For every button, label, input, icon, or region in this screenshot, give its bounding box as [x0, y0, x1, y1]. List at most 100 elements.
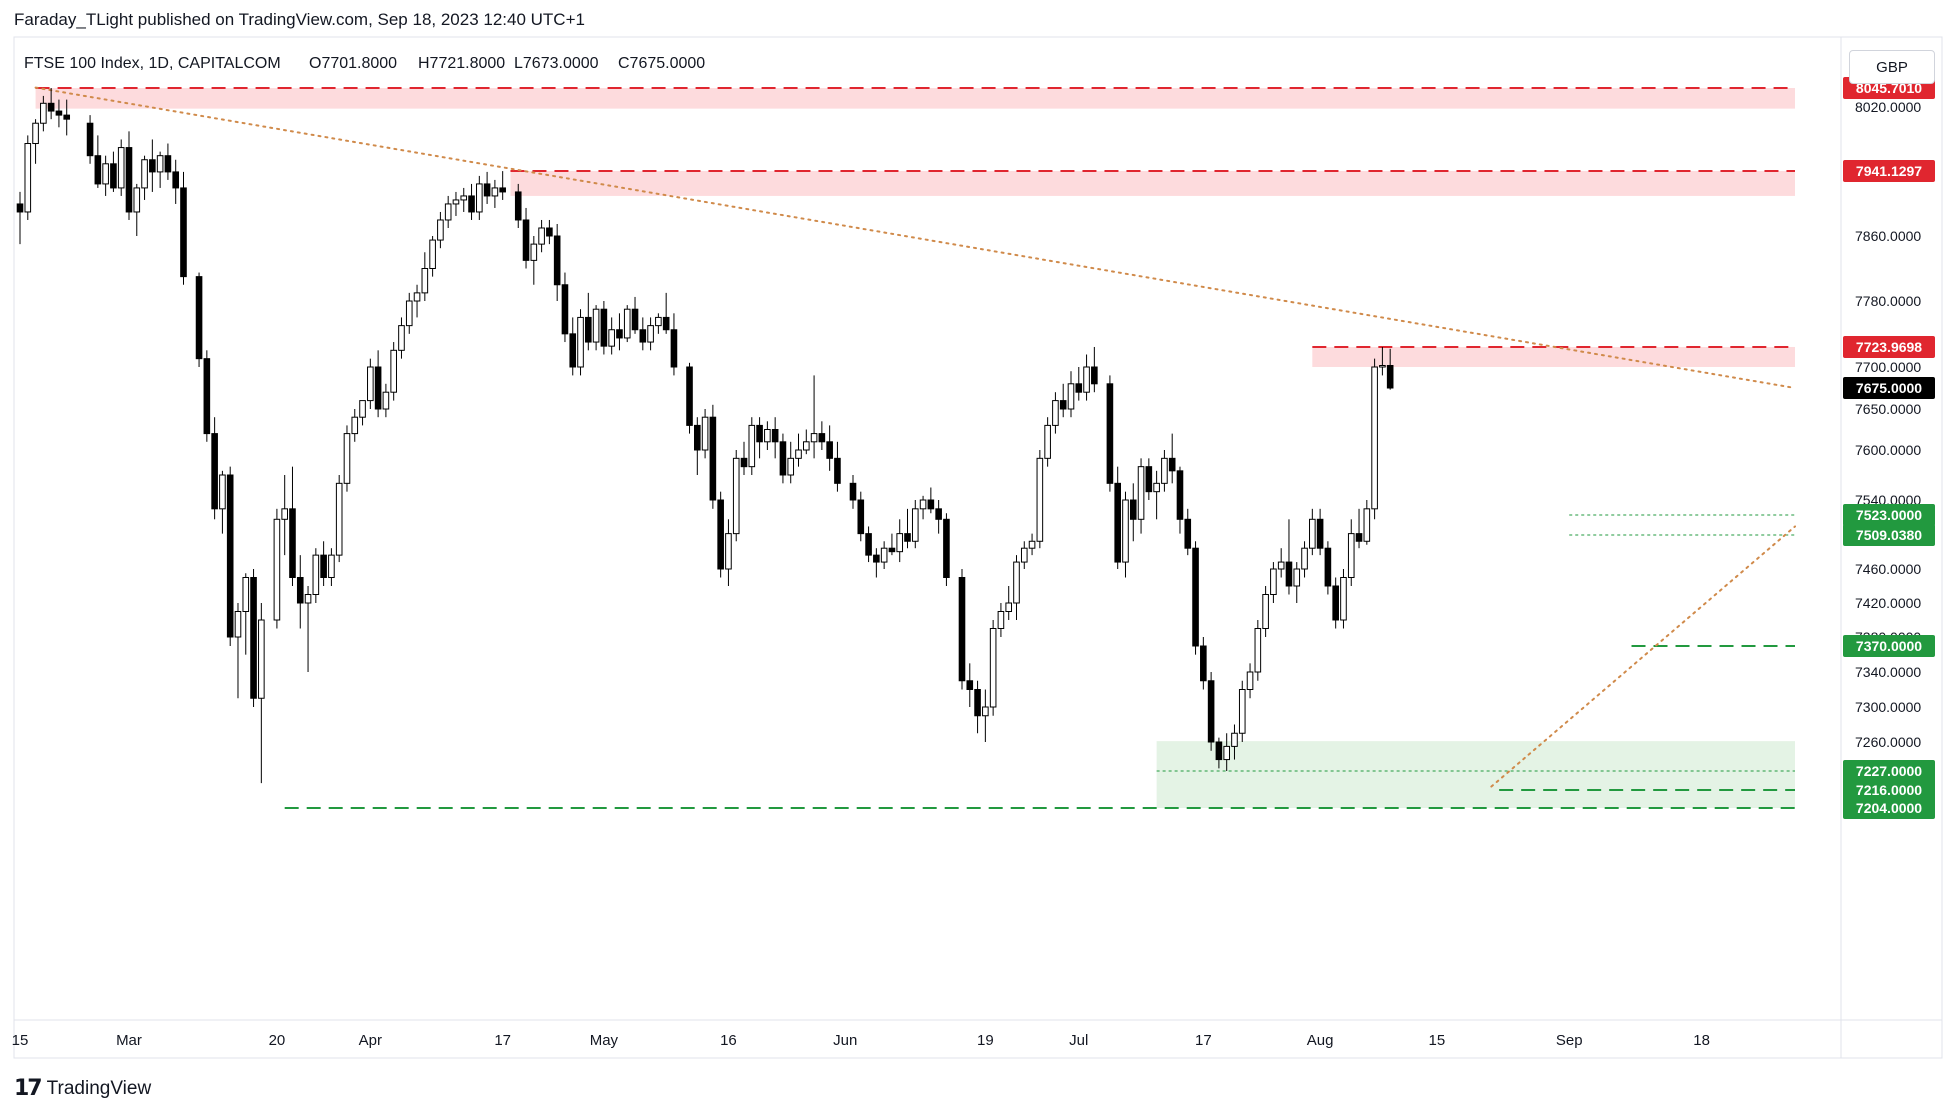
candle-body [483, 183, 491, 197]
candle-body [935, 508, 942, 520]
candle-body [250, 577, 257, 699]
candle [1293, 562, 1301, 603]
support-price-tag: 7509.0380 [1843, 524, 1935, 547]
candle [468, 183, 475, 220]
candle-body [1386, 364, 1394, 389]
candle-body [616, 329, 623, 339]
candle [32, 119, 39, 164]
candle-body [1207, 680, 1215, 743]
resistance-zone [510, 171, 1795, 196]
candle [888, 533, 896, 556]
candle [1168, 433, 1176, 484]
y-tick-label: 7600.0000 [1855, 442, 1921, 458]
candle [631, 296, 639, 334]
candle-body [943, 518, 950, 578]
candle [1340, 569, 1347, 629]
candle-body [1028, 540, 1036, 549]
candle-body [1059, 400, 1067, 410]
candle [405, 292, 413, 334]
candle-body [530, 243, 538, 261]
candle-body [802, 441, 810, 451]
resistance-zone [1312, 346, 1795, 367]
candle [1005, 586, 1013, 620]
candle [281, 475, 288, 556]
candle [258, 603, 265, 784]
y-tick-label: 7420.0000 [1855, 595, 1921, 611]
candle [795, 433, 802, 467]
candle-body [514, 191, 522, 221]
candle [538, 219, 545, 253]
candle-body [117, 147, 125, 189]
candle [943, 513, 950, 586]
candle-body [1013, 561, 1020, 604]
legend-high: H7721.8000 [418, 55, 505, 72]
candle [1262, 586, 1269, 637]
candle [810, 375, 818, 459]
y-tick-label: 7700.0000 [1855, 359, 1921, 375]
candle [1091, 346, 1098, 393]
candle [569, 317, 577, 376]
candle-body [818, 433, 826, 443]
price-tag-bg [1843, 377, 1935, 399]
legend-open: O7701.8000 [309, 55, 397, 72]
candle [802, 429, 810, 455]
candle-body [561, 284, 569, 335]
candle [1285, 519, 1293, 595]
candle-body [538, 227, 545, 245]
candle-body [655, 316, 662, 327]
currency-selector[interactable]: GBP [1849, 50, 1935, 84]
candle [141, 155, 148, 200]
candle [857, 491, 865, 542]
candle-body [608, 329, 615, 347]
candle [1013, 555, 1020, 620]
candle-body [1192, 547, 1199, 647]
candle-body [694, 424, 701, 451]
support-price-tag: 7227.0000 [1843, 760, 1935, 782]
x-tick-label: Jun [833, 1032, 857, 1049]
candle-body [958, 577, 966, 682]
candle-body [857, 499, 865, 535]
x-tick-label: 15 [1429, 1032, 1446, 1049]
candle [779, 433, 787, 484]
candle [1379, 346, 1386, 376]
price-tag-bg [1843, 336, 1935, 359]
candle-body [1223, 745, 1230, 761]
x-tick-label: Apr [359, 1032, 382, 1049]
candle [1355, 508, 1363, 549]
candle [94, 135, 102, 188]
candle [1052, 392, 1059, 434]
candle [47, 88, 55, 120]
candle-body [1083, 366, 1090, 393]
candle [1324, 541, 1332, 595]
candle-body [826, 441, 833, 459]
candle [904, 508, 911, 549]
candle [211, 417, 218, 520]
candle-body [149, 159, 156, 173]
candle [1145, 458, 1153, 500]
price-tag-text: 7204.0000 [1856, 800, 1922, 816]
candle [623, 305, 631, 343]
candle [250, 569, 257, 707]
candle [367, 358, 374, 409]
candle [335, 475, 343, 563]
candle-body [312, 554, 320, 596]
candle-body [966, 680, 974, 690]
candle [748, 417, 756, 475]
candle-body [203, 358, 211, 435]
candle-body [328, 554, 335, 579]
candle-body [919, 499, 927, 510]
candle-body [569, 333, 577, 368]
candle-body [795, 449, 802, 459]
x-tick-label: Sep [1556, 1032, 1583, 1049]
candle [655, 313, 662, 334]
candle [195, 272, 203, 367]
candle [1223, 733, 1230, 771]
candle [219, 470, 226, 534]
candle [740, 441, 748, 475]
candle-body [927, 499, 935, 510]
candle-body [180, 187, 187, 278]
y-tick-label: 7860.0000 [1855, 228, 1921, 244]
candle [1075, 367, 1083, 401]
legend-close: C7675.0000 [618, 55, 705, 72]
